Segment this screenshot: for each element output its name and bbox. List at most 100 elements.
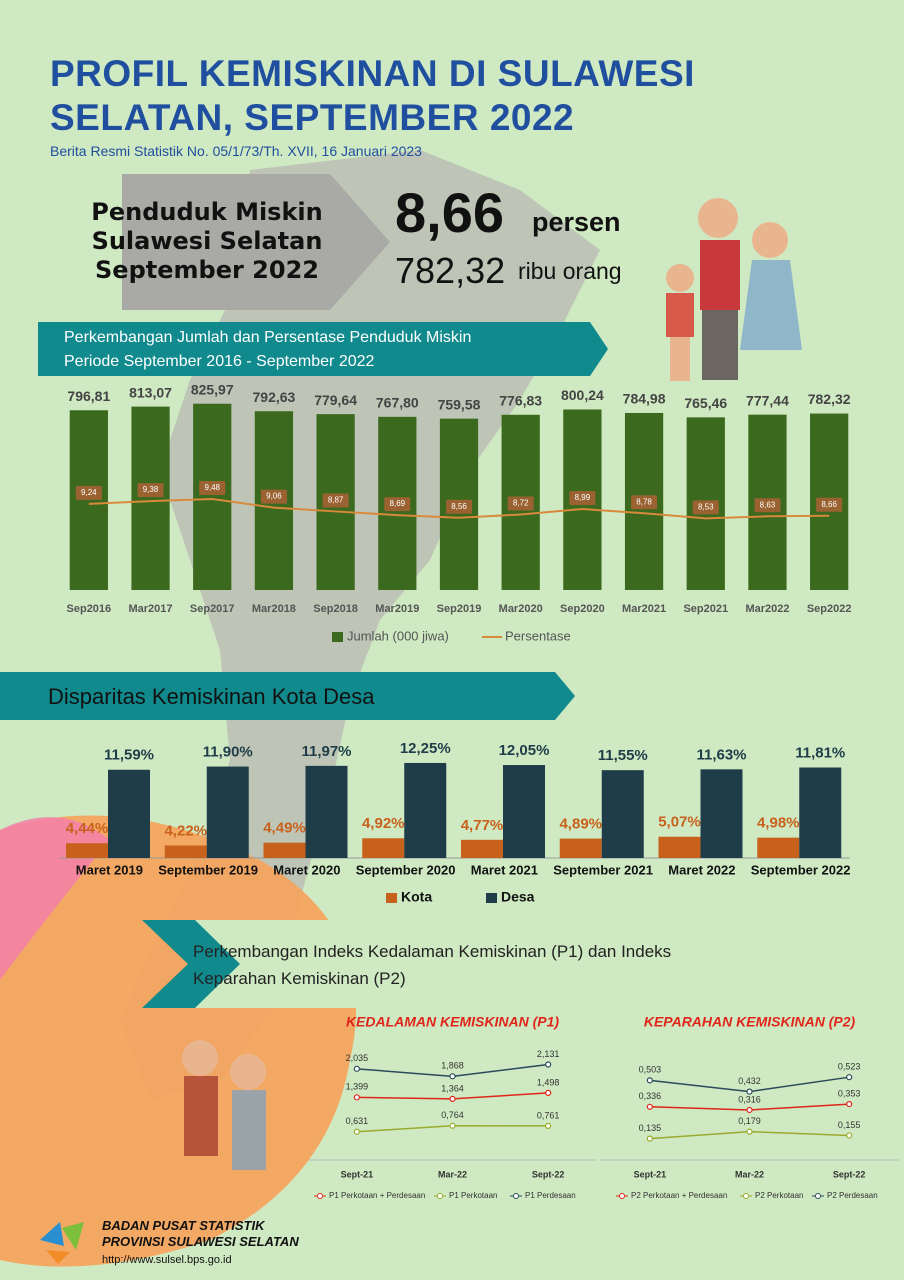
section-title: Perkembangan Indeks Kedalaman Kemiskinan… <box>193 942 672 988</box>
value-label: 0,353 <box>838 1088 861 1098</box>
chart-title: KEDALAMAN KEMISKINAN (P1) <box>346 1014 559 1030</box>
chart-title: KEPARAHAN KEMISKINAN (P2) <box>644 1014 856 1030</box>
point <box>646 1077 653 1084</box>
point <box>353 1128 360 1135</box>
value-label: 11,55% <box>598 747 648 764</box>
bar <box>404 762 447 858</box>
highlight-percent-unit: persen <box>532 207 621 237</box>
line <box>88 498 830 520</box>
label-box <box>692 500 719 515</box>
x-tick-label: September 2020 <box>356 862 456 877</box>
bar <box>164 845 207 858</box>
value-label: 1,498 <box>537 1077 560 1087</box>
legend-label: Jumlah (000 jiwa) <box>347 628 449 643</box>
legend-swatch <box>513 1193 519 1199</box>
x-tick-label: Mar2022 <box>745 603 789 615</box>
legend-swatch <box>437 1193 443 1199</box>
value-label: 4,89% <box>559 816 602 833</box>
point <box>545 1089 552 1096</box>
label-box <box>631 495 658 510</box>
bar <box>601 770 644 858</box>
x-tick-label: September 2022 <box>751 862 851 877</box>
value-label: 782,32 <box>808 391 851 407</box>
point <box>646 1103 653 1110</box>
value-label: 0,135 <box>639 1123 662 1133</box>
banner-arrow <box>142 920 240 1008</box>
label-box <box>816 497 843 512</box>
value-label: 11,81% <box>795 744 845 761</box>
bar <box>658 836 701 858</box>
x-tick-label: Sept-22 <box>532 1169 565 1179</box>
value-label: 8,72 <box>513 499 529 508</box>
banner-bg <box>142 920 682 1008</box>
point <box>846 1132 853 1139</box>
value-label: 11,97% <box>301 743 351 760</box>
value-label: 11,90% <box>203 744 253 761</box>
value-label: 1,399 <box>346 1082 369 1092</box>
value-label: 4,22% <box>164 822 207 839</box>
value-label: 0,631 <box>346 1116 369 1126</box>
x-tick-label: Mar-22 <box>438 1169 467 1179</box>
point <box>646 1135 653 1142</box>
label-box <box>322 493 349 508</box>
value-label: 0,761 <box>537 1110 560 1120</box>
legend-label: Kota <box>401 889 432 905</box>
x-tick-label: Sep2020 <box>560 603 605 615</box>
x-tick-label: Sep2019 <box>437 603 482 615</box>
bar <box>206 766 249 858</box>
logo <box>40 1222 84 1264</box>
x-tick-label: Mar2020 <box>499 603 543 615</box>
point <box>846 1101 853 1108</box>
legend-swatch <box>386 893 397 903</box>
legend-label: P2 Perdesaan <box>827 1191 878 1200</box>
value-label: 759,58 <box>438 396 481 412</box>
value-label: 12,25% <box>400 740 451 757</box>
x-tick-label: Sep2017 <box>190 603 235 615</box>
chart-title: Perkembangan Jumlah dan Persentase Pendu… <box>64 329 472 370</box>
value-label: 12,05% <box>499 742 550 759</box>
x-tick-label: Maret 2022 <box>668 862 735 877</box>
value-label: 765,46 <box>684 395 727 411</box>
subtitle: Berita Resmi Statistik No. 05/1/73/Th. X… <box>50 143 422 159</box>
value-label: 8,69 <box>390 499 406 508</box>
value-label: 4,44% <box>66 820 109 837</box>
highlight-percent: 8,66 <box>395 181 504 244</box>
value-label: 2,131 <box>537 1049 560 1059</box>
x-tick-label: September 2021 <box>553 862 653 877</box>
value-label: 767,80 <box>376 395 419 411</box>
value-label: 8,56 <box>451 502 467 511</box>
x-tick-label: Sep2016 <box>67 603 112 615</box>
bar <box>700 769 743 858</box>
value-label: 0,523 <box>838 1062 861 1072</box>
value-label: 0,316 <box>738 1094 761 1104</box>
value-label: 784,98 <box>623 391 666 407</box>
footer-province: PROVINSI SULAWESI SELATAN <box>102 1234 299 1249</box>
x-tick-label: Mar-22 <box>735 1169 764 1179</box>
bar <box>263 842 306 858</box>
value-label: 4,77% <box>461 817 504 834</box>
value-label: 8,99 <box>575 493 591 502</box>
value-label: 825,97 <box>191 381 234 397</box>
label-box <box>507 496 534 511</box>
value-label: 9,38 <box>143 485 159 494</box>
point <box>746 1128 753 1135</box>
point <box>353 1094 360 1101</box>
footer-org: BADAN PUSAT STATISTIK <box>102 1218 265 1233</box>
legend-swatch <box>619 1193 625 1199</box>
x-tick-label: Mar2018 <box>252 603 296 615</box>
value-label: 792,63 <box>253 389 296 405</box>
point <box>846 1074 853 1081</box>
poor-people-illustration <box>182 1040 266 1170</box>
x-tick-label: Mar2017 <box>129 603 173 615</box>
legend-label: Persentase <box>505 628 571 643</box>
legend-swatch <box>815 1193 821 1199</box>
legend-label: P2 Perkotaan <box>755 1191 803 1200</box>
label-box <box>137 483 164 498</box>
value-label: 776,83 <box>499 392 542 408</box>
value-label: 9,06 <box>266 492 282 501</box>
value-label: 800,24 <box>561 387 604 403</box>
value-label: 2,035 <box>346 1053 369 1063</box>
highlight-label: Penduduk Miskin Sulawesi Selatan Septemb… <box>91 198 323 284</box>
